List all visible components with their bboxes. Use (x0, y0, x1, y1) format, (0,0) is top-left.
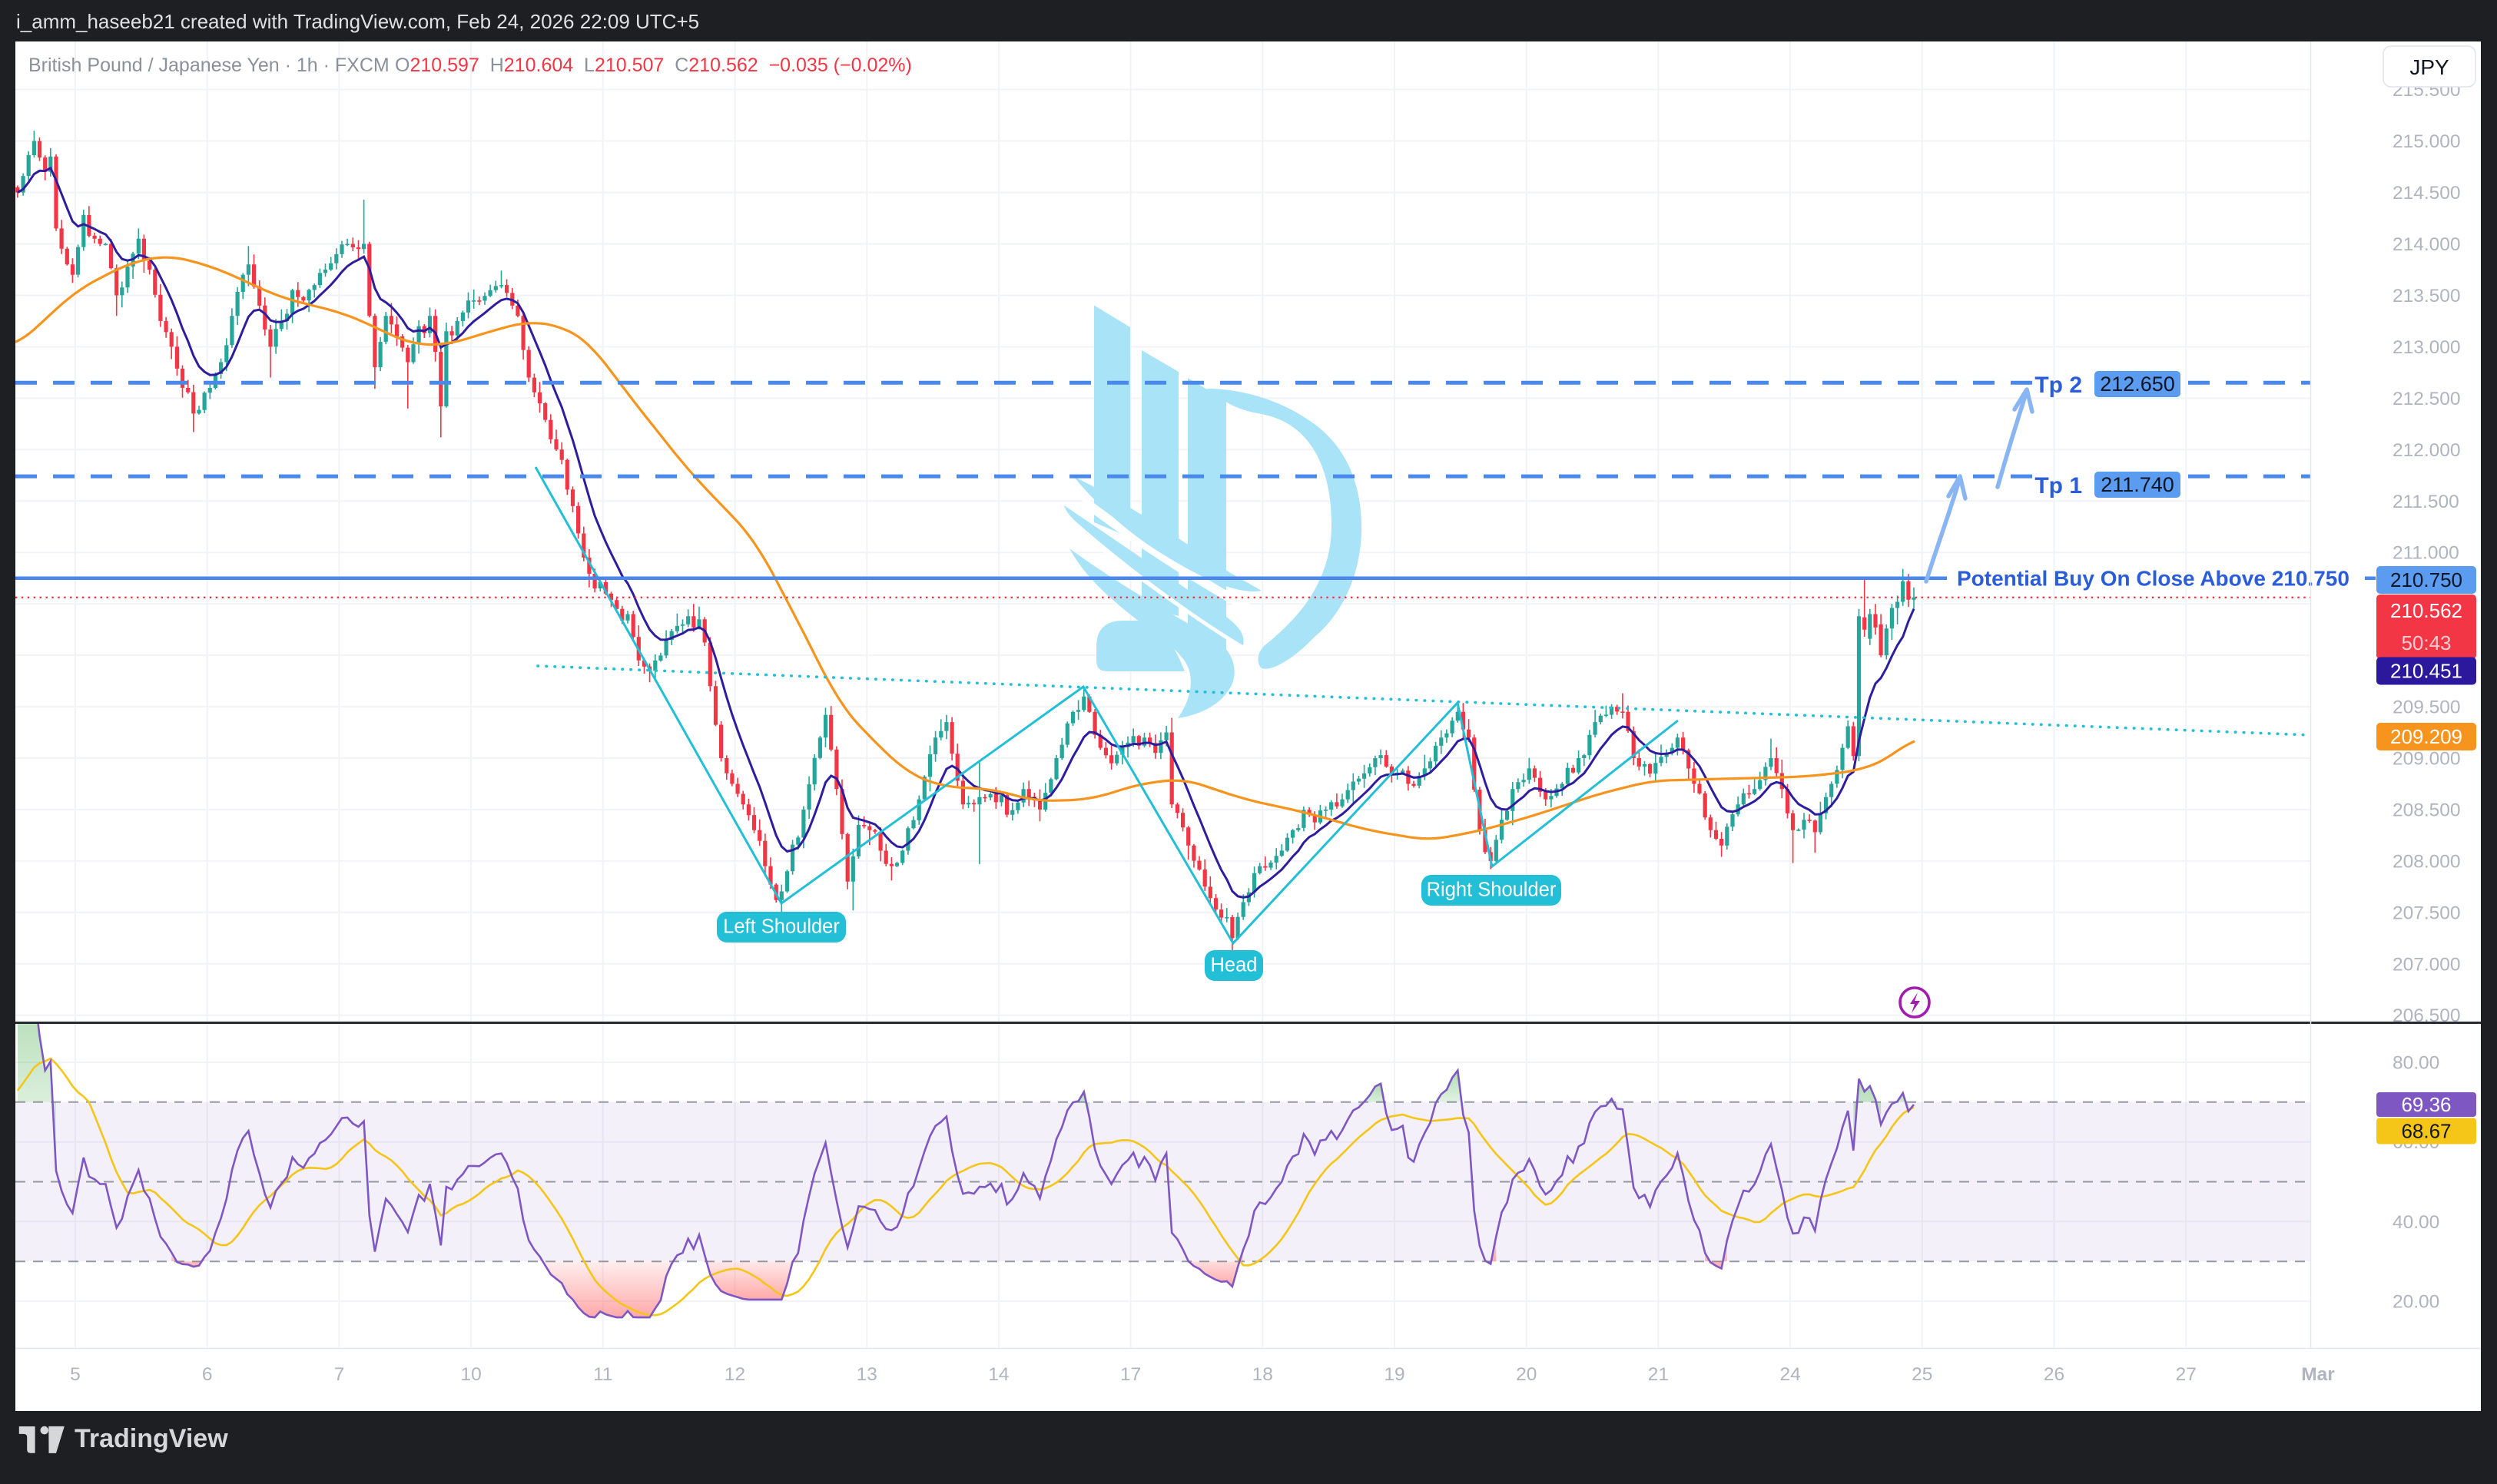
svg-text:13: 13 (857, 1364, 877, 1385)
svg-text:50:43: 50:43 (2401, 631, 2451, 654)
svg-text:68.67: 68.67 (2401, 1120, 2451, 1143)
svg-text:6: 6 (202, 1364, 213, 1385)
svg-text:206.500: 206.500 (2393, 1005, 2461, 1026)
svg-text:209.000: 209.000 (2393, 749, 2461, 770)
svg-text:211.000: 211.000 (2393, 543, 2459, 564)
svg-text:25: 25 (1912, 1364, 1932, 1385)
svg-text:213.500: 213.500 (2393, 286, 2461, 306)
svg-text:40.00: 40.00 (2393, 1212, 2439, 1233)
svg-text:80.00: 80.00 (2393, 1053, 2439, 1074)
svg-text:i_amm_haseeb21 created with Tr: i_amm_haseeb21 created with TradingView.… (16, 10, 699, 33)
svg-text:210.750: 210.750 (2390, 568, 2462, 591)
svg-text:208.000: 208.000 (2393, 851, 2461, 872)
svg-text:212.500: 212.500 (2393, 389, 2461, 409)
svg-text:O210.597 H210.604 L210.507: O210.597 H210.604 L210.507 C210.562 −0.0… (395, 55, 912, 76)
svg-text:12: 12 (725, 1364, 745, 1385)
svg-text:10: 10 (460, 1364, 481, 1385)
svg-text:19: 19 (1384, 1364, 1404, 1385)
svg-text:Tp 2: Tp 2 (2034, 373, 2082, 398)
svg-text:7: 7 (334, 1364, 345, 1385)
svg-text:207.000: 207.000 (2393, 954, 2461, 975)
svg-text:207.500: 207.500 (2393, 903, 2461, 923)
svg-text:214.500: 214.500 (2393, 183, 2461, 204)
svg-text:214.000: 214.000 (2393, 234, 2461, 255)
svg-text:Right Shoulder: Right Shoulder (1427, 879, 1557, 901)
svg-text:Mar: Mar (2301, 1364, 2335, 1385)
svg-text:5: 5 (70, 1364, 81, 1385)
svg-text:69.36: 69.36 (2401, 1093, 2451, 1116)
svg-text:213.000: 213.000 (2393, 337, 2461, 358)
svg-text:212.000: 212.000 (2393, 440, 2461, 461)
svg-text:208.500: 208.500 (2393, 800, 2461, 821)
svg-text:210.562: 210.562 (2390, 599, 2462, 622)
svg-text:209.500: 209.500 (2393, 697, 2461, 718)
svg-text:209.209: 209.209 (2390, 725, 2462, 748)
svg-text:Potential Buy On Close Above 2: Potential Buy On Close Above 210.750 (1957, 567, 2349, 591)
svg-text:18: 18 (1252, 1364, 1273, 1385)
svg-text:TradingView: TradingView (75, 1424, 228, 1453)
svg-text:20.00: 20.00 (2393, 1292, 2439, 1313)
svg-text:JPY: JPY (2409, 55, 2449, 79)
svg-text:215.000: 215.000 (2393, 131, 2461, 152)
svg-text:21: 21 (1648, 1364, 1669, 1385)
svg-text:26: 26 (2044, 1364, 2064, 1385)
svg-text:14: 14 (988, 1364, 1009, 1385)
svg-text:211.500: 211.500 (2393, 492, 2459, 512)
svg-text:20: 20 (1516, 1364, 1537, 1385)
svg-text:British Pound / Japanese Yen ·: British Pound / Japanese Yen · 1h · FXCM (28, 55, 390, 76)
svg-text:24: 24 (1779, 1364, 1800, 1385)
svg-text:210.451: 210.451 (2390, 660, 2462, 683)
svg-text:27: 27 (2176, 1364, 2197, 1385)
svg-text:Left Shoulder: Left Shoulder (723, 916, 840, 938)
svg-text:211.740: 211.740 (2101, 473, 2174, 496)
svg-text:11: 11 (593, 1364, 612, 1385)
svg-text:17: 17 (1120, 1364, 1141, 1385)
svg-text:Head: Head (1211, 955, 1258, 976)
svg-text:Tp 1: Tp 1 (2034, 473, 2082, 499)
svg-text:212.650: 212.650 (2100, 373, 2175, 396)
